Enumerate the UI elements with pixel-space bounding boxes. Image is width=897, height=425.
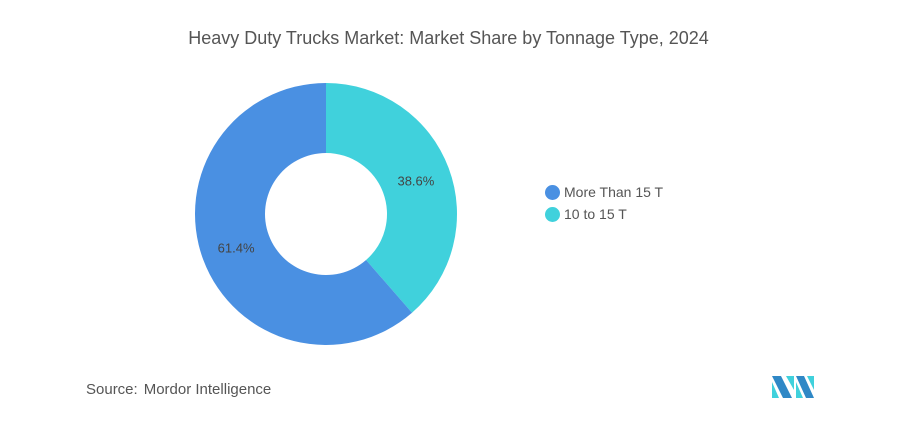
legend-swatch	[545, 184, 560, 200]
donut-slice-more-than-15-t	[195, 83, 413, 346]
data-label: 38.6%	[397, 173, 434, 188]
source-value: Mordor Intelligence	[143, 381, 272, 398]
data-label: 61.4%	[218, 241, 255, 256]
chart-title: Heavy Duty Trucks Market: Market Share b…	[188, 28, 709, 48]
legend-item-10-to-15t: 10 to 15 T	[545, 203, 663, 225]
source-note: Source: Mordor Intelligence	[86, 381, 271, 398]
donut-slice-10-to-15-t	[326, 83, 458, 313]
legend-item-more-than-15t: More Than 15 T	[545, 181, 663, 203]
legend-swatch	[545, 206, 560, 222]
source-label: Source:	[86, 381, 138, 398]
legend: More Than 15 T 10 to 15 T	[545, 181, 663, 225]
legend-label: More Than 15 T	[564, 184, 664, 200]
legend-label: 10 to 15 T	[564, 206, 627, 222]
mordor-logo-icon	[772, 376, 814, 398]
